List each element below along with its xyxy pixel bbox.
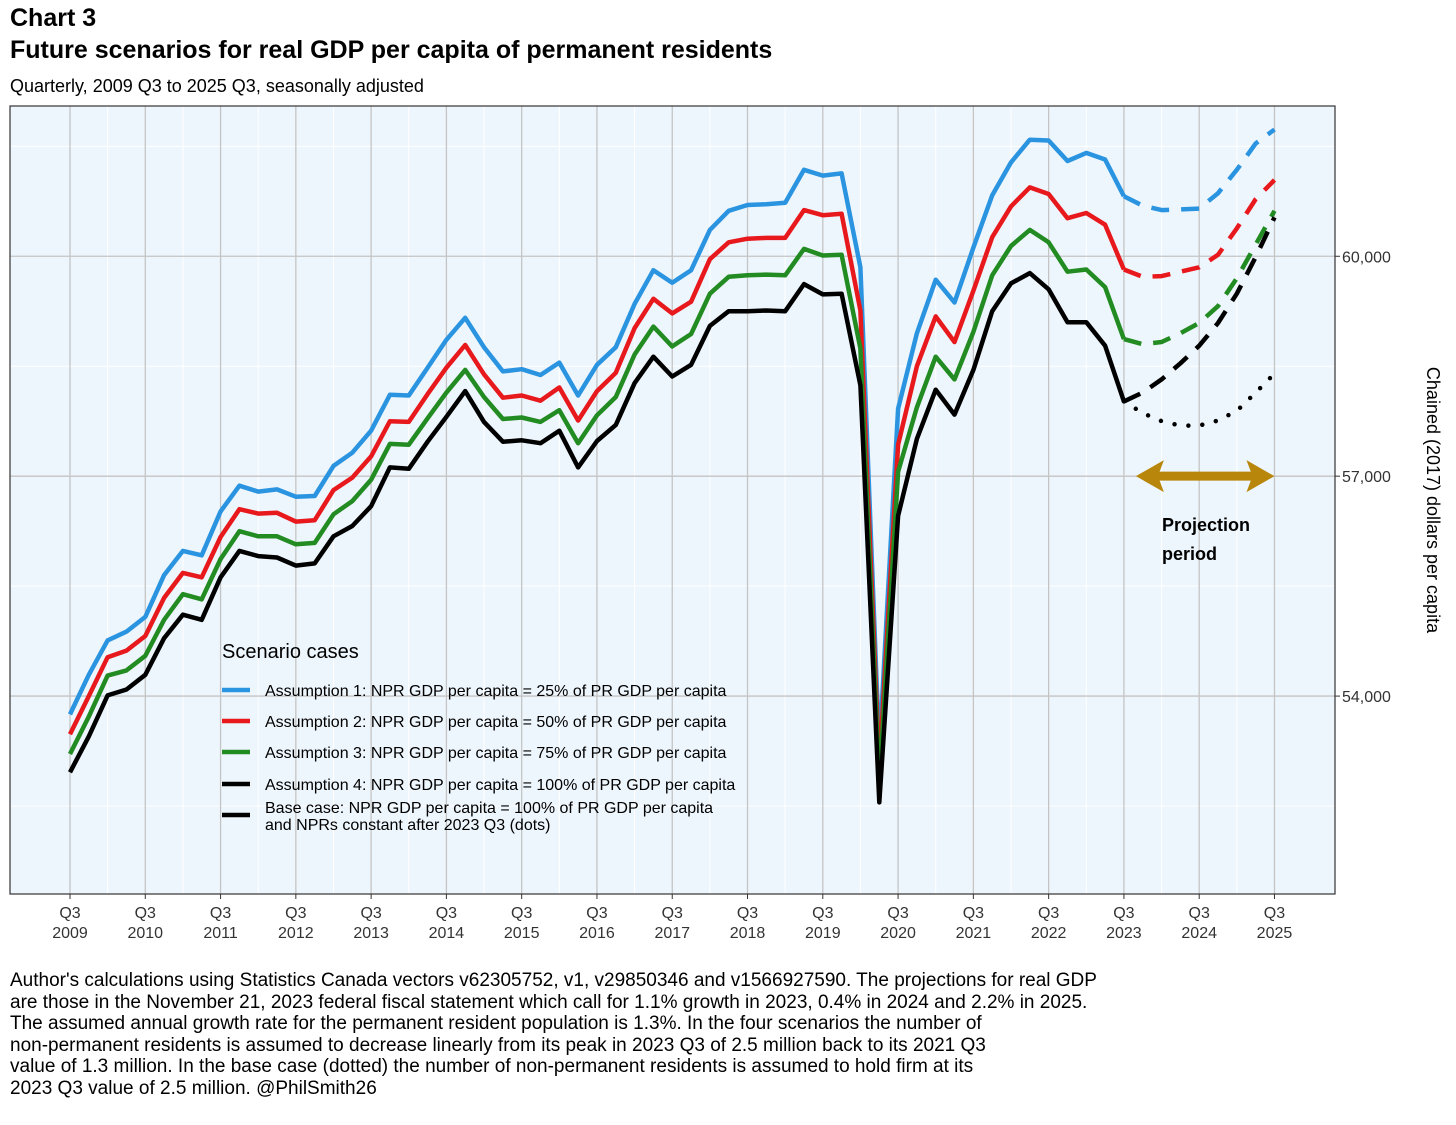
- x-tick-label: 2009: [52, 925, 88, 942]
- grid-major: [10, 106, 1335, 894]
- x-tick-label: 2019: [805, 925, 841, 942]
- x-tick-label: 2015: [504, 925, 540, 942]
- projection-label-line1: Projection: [1162, 515, 1250, 535]
- legend-label: Assumption 1: NPR GDP per capita = 25% o…: [265, 683, 727, 700]
- caption-line: are those in the November 21, 2023 feder…: [10, 991, 1088, 1013]
- caption-line: non-permanent residents is assumed to de…: [10, 1034, 986, 1056]
- y-tick-label: 57,000: [1342, 469, 1391, 486]
- x-tick-label: 2010: [127, 925, 163, 942]
- x-axis: Q3 2009 Q3 2010 Q3 2011 Q3 2012 Q3 2013 Q3 2014 Q3 20…: [52, 894, 1292, 942]
- arrow-head-left: [1135, 460, 1164, 493]
- y-axis: 54,000 57,000 60,000: [1335, 249, 1391, 706]
- x-tick-label: Q3: [285, 905, 306, 922]
- series-line-projection: [1122, 216, 1277, 404]
- x-tick-label: 2013: [353, 925, 389, 942]
- legend-label: Assumption 2: NPR GDP per capita = 50% o…: [265, 714, 727, 731]
- x-tick-label: 2022: [1031, 925, 1067, 942]
- x-tick-label: Q3: [511, 905, 532, 922]
- x-tick-label: 2023: [1106, 925, 1142, 942]
- x-tick-label: Q3: [135, 905, 156, 922]
- x-tick-label: Q3: [436, 905, 457, 922]
- chart-subtitle: Quarterly, 2009 Q3 to 2025 Q3, seasonall…: [10, 76, 424, 96]
- x-tick-label: Q3: [1264, 905, 1285, 922]
- caption-line: Author's calculations using Statistics C…: [10, 970, 1097, 991]
- grid-minor: [10, 106, 1335, 894]
- series-line-projection: [1123, 209, 1277, 347]
- x-tick-label: 2020: [880, 925, 916, 942]
- series-line-projection: [1123, 178, 1277, 280]
- x-tick-label: Q3: [59, 905, 80, 922]
- x-tick-label: Q3: [210, 905, 231, 922]
- legend: Scenario cases Assumption 1: NPR GDP per…: [222, 641, 735, 834]
- projection-arrow: [1135, 460, 1275, 493]
- chart-caption: Author's calculations using Statistics C…: [10, 970, 1440, 1099]
- line-chart: Q3 2009 Q3 2010 Q3 2011 Q3 2012 Q3 2013 Q3 2014 Q3 20…: [9, 105, 1443, 942]
- projection-label-line2: period: [1162, 544, 1217, 564]
- x-tick-label: 2018: [730, 925, 766, 942]
- x-tick-label: 2012: [278, 925, 314, 942]
- x-tick-label: 2025: [1257, 925, 1293, 942]
- legend-label: Base case: NPR GDP per capita = 100% of …: [265, 800, 713, 834]
- x-tick-label: 2021: [956, 925, 992, 942]
- y-axis-label: Chained (2017) dollars per capita: [1423, 367, 1443, 634]
- x-tick-label: Q3: [1113, 905, 1134, 922]
- projection-annotation: Projection period: [1135, 460, 1275, 564]
- x-tick-label: Q3: [1038, 905, 1059, 922]
- x-tick-label: 2011: [203, 925, 238, 942]
- series-line-historical: [67, 185, 1126, 771]
- series-line-historical: [67, 227, 1127, 787]
- caption-line: 2023 Q3 value of 2.5 million. @PhilSmith…: [10, 1077, 377, 1099]
- arrow-head-right: [1246, 460, 1275, 493]
- series-line-historical: [68, 270, 1127, 805]
- series-line-projection: [1122, 127, 1276, 213]
- x-tick-label: 2014: [429, 925, 465, 942]
- x-tick-label: Q3: [887, 905, 908, 922]
- caption-line: The assumed annual growth rate for the p…: [10, 1013, 982, 1034]
- series-layer: [67, 127, 1277, 805]
- legend-label: Assumption 3: NPR GDP per capita = 75% o…: [265, 745, 727, 762]
- caption-line: value of 1.3 million. In the base case (…: [10, 1056, 974, 1077]
- legend-label: Assumption 4: NPR GDP per capita = 100% …: [265, 777, 735, 794]
- series-line-historical: [67, 137, 1126, 754]
- y-tick-label: 60,000: [1342, 249, 1391, 266]
- x-tick-label: Q3: [586, 905, 607, 922]
- x-tick-label: 2016: [579, 925, 615, 942]
- x-tick-label: 2017: [654, 925, 690, 942]
- chart-label: Chart 3: [10, 4, 97, 32]
- x-tick-label: Q3: [963, 905, 984, 922]
- x-tick-label: Q3: [1189, 905, 1210, 922]
- x-tick-label: Q3: [737, 905, 758, 922]
- y-tick-label: 54,000: [1342, 689, 1391, 706]
- chart-title: Future scenarios for real GDP per capita…: [10, 36, 773, 64]
- x-tick-label: Q3: [360, 905, 381, 922]
- series-line-dotted: [1121, 371, 1277, 428]
- x-tick-label: Q3: [662, 905, 683, 922]
- x-tick-label: Q3: [812, 905, 833, 922]
- x-tick-label: 2024: [1181, 925, 1217, 942]
- legend-title: Scenario cases: [222, 641, 359, 663]
